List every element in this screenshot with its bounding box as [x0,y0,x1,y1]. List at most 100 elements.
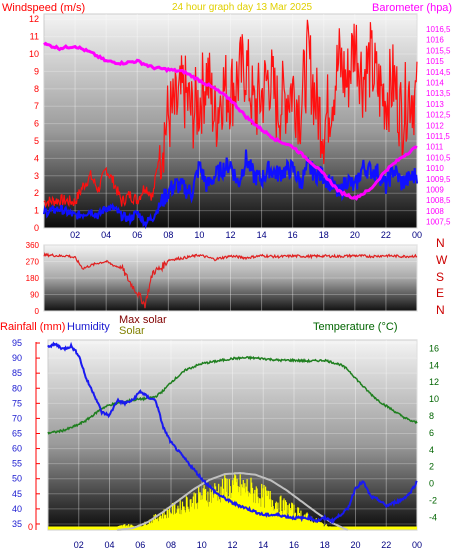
humidity-tick: 95 [12,338,22,348]
temperature-tick: 2 [429,462,434,472]
rainfall-zero-tick: 0 [28,522,33,532]
windspeed-tick: 5 [34,136,39,146]
barometer-tick: 1009 [426,185,444,194]
temperature-axis-title: Temperature (°C) [313,321,397,333]
wind-gust-line [43,19,418,209]
barometer-tick: 1008,5 [426,196,451,205]
windspeed-tick: 1 [34,206,39,216]
windspeed-tick: 4 [34,153,39,163]
barometer-tick: 1013 [426,100,444,109]
max-solar-line [117,471,349,531]
x-tick-label: 14 [257,230,267,240]
wind-direction-line [43,252,418,309]
windspeed-tick: 10 [29,49,39,59]
wind-baro-series [43,19,418,230]
windspeed-tick: 2 [34,188,39,198]
x-tick-label: 16 [288,230,298,240]
humidity-tick: 40 [12,504,22,514]
x-tick-label: 10 [197,540,207,550]
x-tick-label: 06 [132,230,142,240]
max-solar-axis-title: Max solar [119,314,167,326]
humidity-tick: 50 [12,474,22,484]
humidity-tick: 90 [12,353,22,363]
windspeed-tick: 0 [34,223,39,233]
barometer-axis-title: Barometer (hpa) [372,2,452,14]
windspeed-tick: 3 [34,171,39,181]
temperature-tick: 0 [429,479,434,489]
barometer-tick: 1011,5 [426,132,450,141]
graph-date-title: 24 hour graph day 13 Mar 2025 [172,2,313,13]
barometer-tick: 1012 [426,121,444,130]
x-tick-label: 04 [104,540,114,550]
x-tick-label: 20 [350,540,360,550]
barometer-tick: 1016,5 [426,25,451,34]
temperature-tick: -4 [429,512,437,522]
barometer-tick: 1014,5 [426,68,451,77]
humidity-tick: 85 [12,368,22,378]
compass-tick: N [436,303,445,317]
windspeed-tick: 9 [34,66,39,76]
x-tick-label: 08 [163,230,173,240]
compass-tick: N [436,236,445,250]
temperature-tick: 8 [429,411,434,421]
barometer-tick: 1007,5 [426,218,451,227]
barometer-tick: 1014 [426,78,444,87]
x-tick-label: 12 [227,540,237,550]
x-tick-label: 18 [320,540,330,550]
temperature-tick: 12 [429,377,439,387]
x-tick-label: 00 [412,230,422,240]
barometer-tick: 1013,5 [426,89,451,98]
windspeed-tick: 12 [29,14,39,24]
barometer-tick: 1015,5 [426,46,451,55]
x-tick-label: 12 [225,230,235,240]
wind-direction-series [43,252,418,309]
compass-tick: W [436,253,448,267]
direction-degree-tick-labels: 360 270 180 90 0 [26,241,40,316]
compass-tick: S [436,270,444,284]
compass-tick: E [436,286,444,300]
barometer-tick: 1010 [426,164,444,173]
temperature-tick-labels: 16 14 12 10 8 6 4 2 0 -2 -4 [429,343,439,522]
direction-degree-tick: 180 [26,274,40,283]
x-tick-label: 04 [101,230,111,240]
x-tick-label: 08 [166,540,176,550]
direction-degree-tick: 270 [26,258,40,267]
wind-baro-x-tick-labels: 02 04 06 08 10 12 14 16 18 20 22 00 [70,230,422,240]
solar-axis-title: Solar [119,325,145,337]
barometer-tick: 1010,5 [426,153,451,162]
x-tick-label: 18 [319,230,329,240]
x-tick-label: 22 [381,540,391,550]
direction-degree-tick: 90 [30,291,39,300]
x-tick-label: 14 [258,540,268,550]
x-tick-label: 22 [381,230,391,240]
humidity-axis-title: Humidity [67,321,110,333]
barometer-tick: 1012,5 [426,111,451,120]
humidity-temp-grid [36,340,418,530]
windspeed-tick: 8 [34,84,39,94]
windspeed-tick: 6 [34,119,39,129]
temperature-tick: 16 [429,343,439,353]
humidity-line [47,341,418,525]
barometer-tick: 1011 [426,143,444,152]
humidity-tick: 75 [12,398,22,408]
temperature-tick: -2 [429,495,437,505]
temperature-tick: 10 [429,394,439,404]
temperature-tick: 6 [429,428,434,438]
temperature-line [47,355,418,435]
x-tick-label: 16 [289,540,299,550]
barometer-line [43,41,418,201]
humidity-tick: 80 [12,383,22,393]
x-tick-label: 06 [135,540,145,550]
temperature-tick: 4 [429,445,434,455]
windspeed-tick: 11 [30,32,39,42]
humidity-tick: 65 [12,428,22,438]
humidity-tick: 60 [12,444,22,454]
humidity-tick: 35 [12,519,22,529]
wind-average-line [43,149,418,230]
barometer-tick: 1008 [426,207,444,216]
